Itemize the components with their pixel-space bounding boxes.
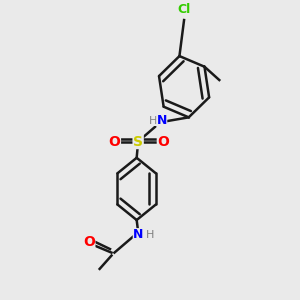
- Text: O: O: [158, 134, 169, 148]
- Text: O: O: [109, 134, 120, 148]
- Text: N: N: [133, 228, 143, 241]
- Text: O: O: [83, 235, 95, 249]
- Text: Cl: Cl: [177, 3, 191, 16]
- Text: N: N: [157, 114, 167, 127]
- Text: S: S: [133, 134, 143, 148]
- Text: H: H: [146, 230, 154, 240]
- Text: H: H: [149, 116, 157, 126]
